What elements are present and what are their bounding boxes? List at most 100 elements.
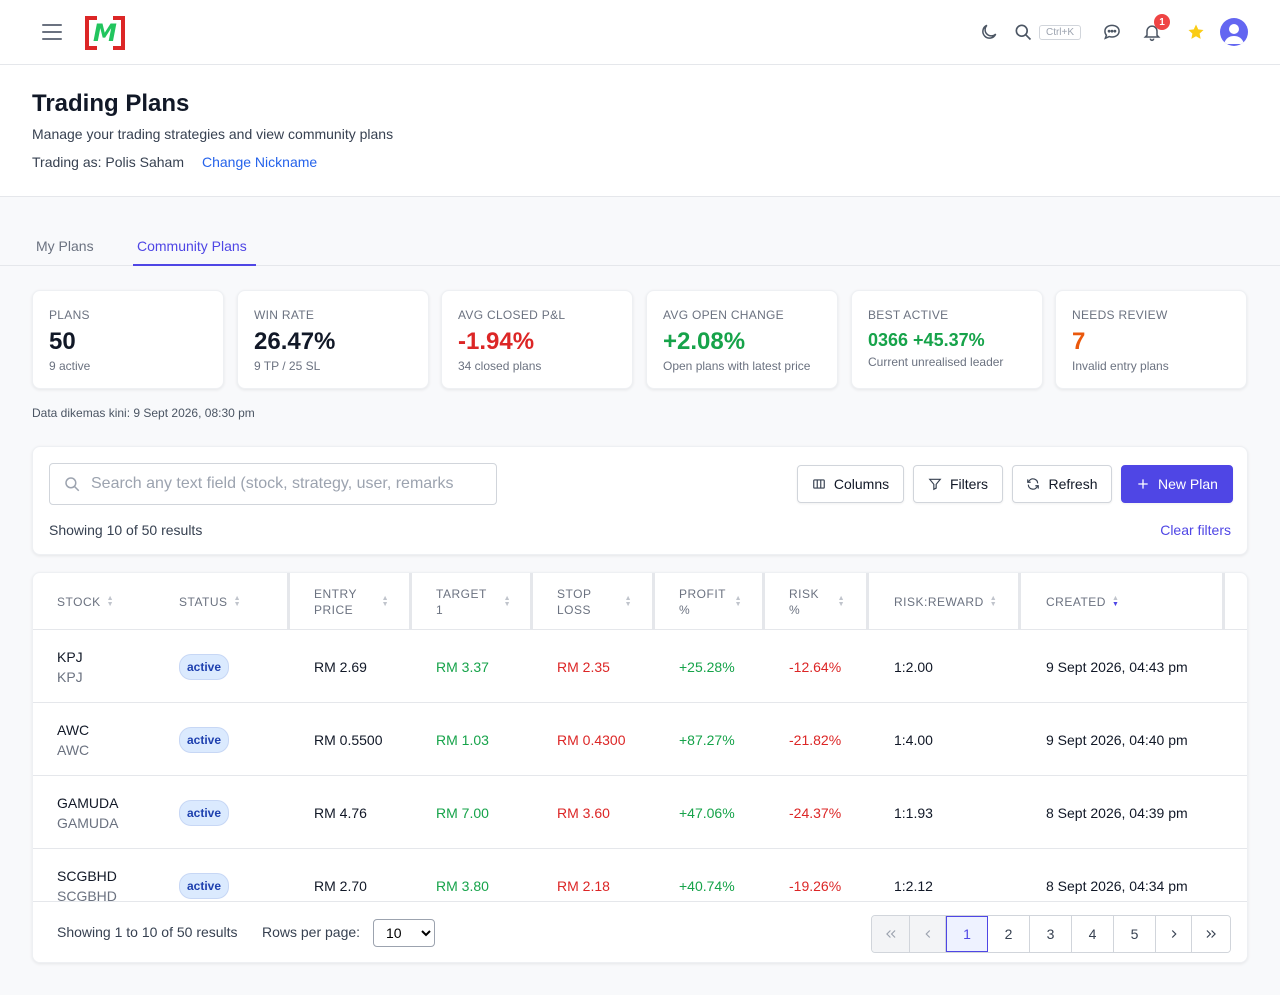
risk-reward: 1:1.93 <box>894 804 933 821</box>
header-stock[interactable]: STOCK ▲ ▼ <box>57 573 114 630</box>
created-date: 8 Sept 2026, 04:34 pm <box>1046 877 1188 894</box>
column-resize-handle[interactable] <box>287 573 290 630</box>
header-entry-price[interactable]: ENTRY PRICE ▲ ▼ <box>314 573 389 630</box>
stat-card-avg-open-change: AVG OPEN CHANGE +2.08% Open plans with l… <box>646 290 838 389</box>
profit-pct: +25.28% <box>679 658 735 675</box>
entry-price: RM 2.70 <box>314 877 367 894</box>
page-subtitle: Manage your trading strategies and view … <box>32 126 394 142</box>
header-label: TARGET 1 <box>436 586 487 617</box>
rows-per-page-label: Rows per page: <box>262 924 361 940</box>
sort-icon: ▲ ▼ <box>734 594 742 608</box>
header-profit-pct[interactable]: PROFIT % ▲ ▼ <box>679 573 742 630</box>
risk-reward: 1:2.00 <box>894 658 933 675</box>
sort-icon: ▲ ▼ <box>106 594 115 608</box>
new-plan-button[interactable]: New Plan <box>1121 465 1233 503</box>
stock-name: AWC <box>57 741 90 758</box>
stat-label: NEEDS REVIEW <box>1072 308 1168 322</box>
trading-as-label: Trading as: Polis Saham <box>32 154 184 170</box>
first-page-button[interactable] <box>872 916 910 952</box>
refresh-icon <box>1027 478 1040 490</box>
last-page-button[interactable] <box>1192 916 1230 952</box>
header-risk-reward[interactable]: RISK:REWARD ▲ ▼ <box>894 573 997 630</box>
table-row[interactable]: AWC AWC active RM 0.5500 RM 1.03 RM 0.430… <box>33 703 1247 776</box>
stat-sub: Open plans with latest price <box>663 359 811 373</box>
header-risk-pct[interactable]: RISK % ▲ ▼ <box>789 573 845 630</box>
column-resize-handle[interactable] <box>762 573 765 630</box>
header-status[interactable]: STATUS ▲ ▼ <box>179 573 241 630</box>
logo-text: M <box>93 19 117 47</box>
filters-button[interactable]: Filters <box>913 465 1003 503</box>
bell-icon[interactable] <box>1141 21 1163 43</box>
star-icon[interactable] <box>1185 21 1207 43</box>
stat-value: -1.94% <box>458 328 535 355</box>
tab-community-plans[interactable]: Community Plans <box>133 229 256 266</box>
stop-loss: RM 2.35 <box>557 658 610 675</box>
search-input[interactable] <box>91 475 491 493</box>
menu-icon[interactable] <box>42 24 62 40</box>
stat-value: 26.47% <box>254 328 336 355</box>
table-row[interactable]: KPJ KPJ active RM 2.69 RM 3.37 RM 2.35 +2… <box>33 630 1247 703</box>
prev-page-button[interactable] <box>910 916 946 952</box>
header-stop-loss[interactable]: STOP LOSS ▲ ▼ <box>557 573 632 630</box>
header-label: STATUS <box>179 594 228 609</box>
target-price: RM 3.37 <box>436 658 489 675</box>
tab-my-plans[interactable]: My Plans <box>36 238 94 254</box>
filter-icon <box>928 478 942 491</box>
column-resize-handle[interactable] <box>866 573 869 630</box>
entry-price: RM 0.5500 <box>314 731 383 748</box>
page-button-1[interactable]: 1 <box>946 916 988 952</box>
page-header: Trading Plans Manage your trading strate… <box>0 65 1280 197</box>
app-logo[interactable]: M <box>85 16 125 50</box>
clear-filters-link[interactable]: Clear filters <box>1160 522 1231 538</box>
change-nickname-link[interactable]: Change Nickname <box>202 154 318 170</box>
sort-icon: ▲ ▼ <box>1111 594 1120 608</box>
column-resize-handle[interactable] <box>409 573 412 630</box>
plus-icon <box>1138 479 1148 489</box>
new-plan-label: New Plan <box>1158 476 1218 492</box>
risk-reward: 1:4.00 <box>894 731 933 748</box>
status-badge: active <box>179 726 230 753</box>
results-count: Showing 10 of 50 results <box>49 522 203 538</box>
rows-per-page-select[interactable]: 10 <box>373 919 435 947</box>
page-button-5[interactable]: 5 <box>1114 916 1156 952</box>
stat-sub: Current unrealised leader <box>868 355 1004 369</box>
page-button-3[interactable]: 3 <box>1030 916 1072 952</box>
entry-price: RM 4.76 <box>314 804 367 821</box>
columns-button[interactable]: Columns <box>797 465 904 503</box>
stat-card-avg-closed-pl: AVG CLOSED P&L -1.94% 34 closed plans <box>441 290 633 389</box>
filters-label: Filters <box>949 476 989 492</box>
search-icon[interactable] <box>1012 21 1034 43</box>
next-page-button[interactable] <box>1156 916 1192 952</box>
stat-card-win-rate: WIN RATE 26.47% 9 TP / 25 SL <box>237 290 429 389</box>
user-avatar[interactable] <box>1220 18 1248 46</box>
page-button-4[interactable]: 4 <box>1072 916 1114 952</box>
plans-table: STOCK ▲ ▼ STATUS ▲ ▼ ENTRY PRICE ▲ ▼ TARGET 1 ▲… <box>32 572 1248 963</box>
status-badge: active <box>179 799 230 826</box>
moon-icon[interactable] <box>978 21 1000 43</box>
toolbar-panel: Columns Filters Refresh New Plan Showing… <box>32 446 1248 555</box>
sort-icon: ▲ ▼ <box>989 594 998 608</box>
stat-sub: 9 TP / 25 SL <box>254 359 321 373</box>
created-date: 9 Sept 2026, 04:43 pm <box>1046 658 1188 675</box>
profit-pct: +87.27% <box>679 731 735 748</box>
created-date: 8 Sept 2026, 04:39 pm <box>1046 804 1188 821</box>
table-header: STOCK ▲ ▼ STATUS ▲ ▼ ENTRY PRICE ▲ ▼ TARGET 1 ▲… <box>33 573 1247 630</box>
column-resize-handle[interactable] <box>652 573 655 630</box>
header-target-1[interactable]: TARGET 1 ▲ ▼ <box>436 573 511 630</box>
page-button-2[interactable]: 2 <box>988 916 1030 952</box>
header-label: RISK:REWARD <box>894 594 984 609</box>
header-created[interactable]: CREATED ▲ ▼ <box>1046 573 1119 630</box>
header-label: ENTRY PRICE <box>314 586 357 617</box>
column-resize-handle[interactable] <box>1222 573 1225 630</box>
table-row[interactable]: GAMUDA GAMUDA active RM 4.76 RM 7.00 RM 3… <box>33 776 1247 849</box>
chevrons-right-icon <box>1206 930 1216 938</box>
refresh-button[interactable]: Refresh <box>1012 465 1112 503</box>
chat-icon[interactable] <box>1101 21 1123 43</box>
columns-icon <box>813 479 825 489</box>
stat-value: +2.08% <box>663 328 746 355</box>
column-resize-handle[interactable] <box>1018 573 1021 630</box>
stat-label: AVG OPEN CHANGE <box>663 308 784 322</box>
target-price: RM 1.03 <box>436 731 489 748</box>
column-resize-handle[interactable] <box>530 573 533 630</box>
top-bar: M Ctrl+K 1 <box>0 0 1280 65</box>
